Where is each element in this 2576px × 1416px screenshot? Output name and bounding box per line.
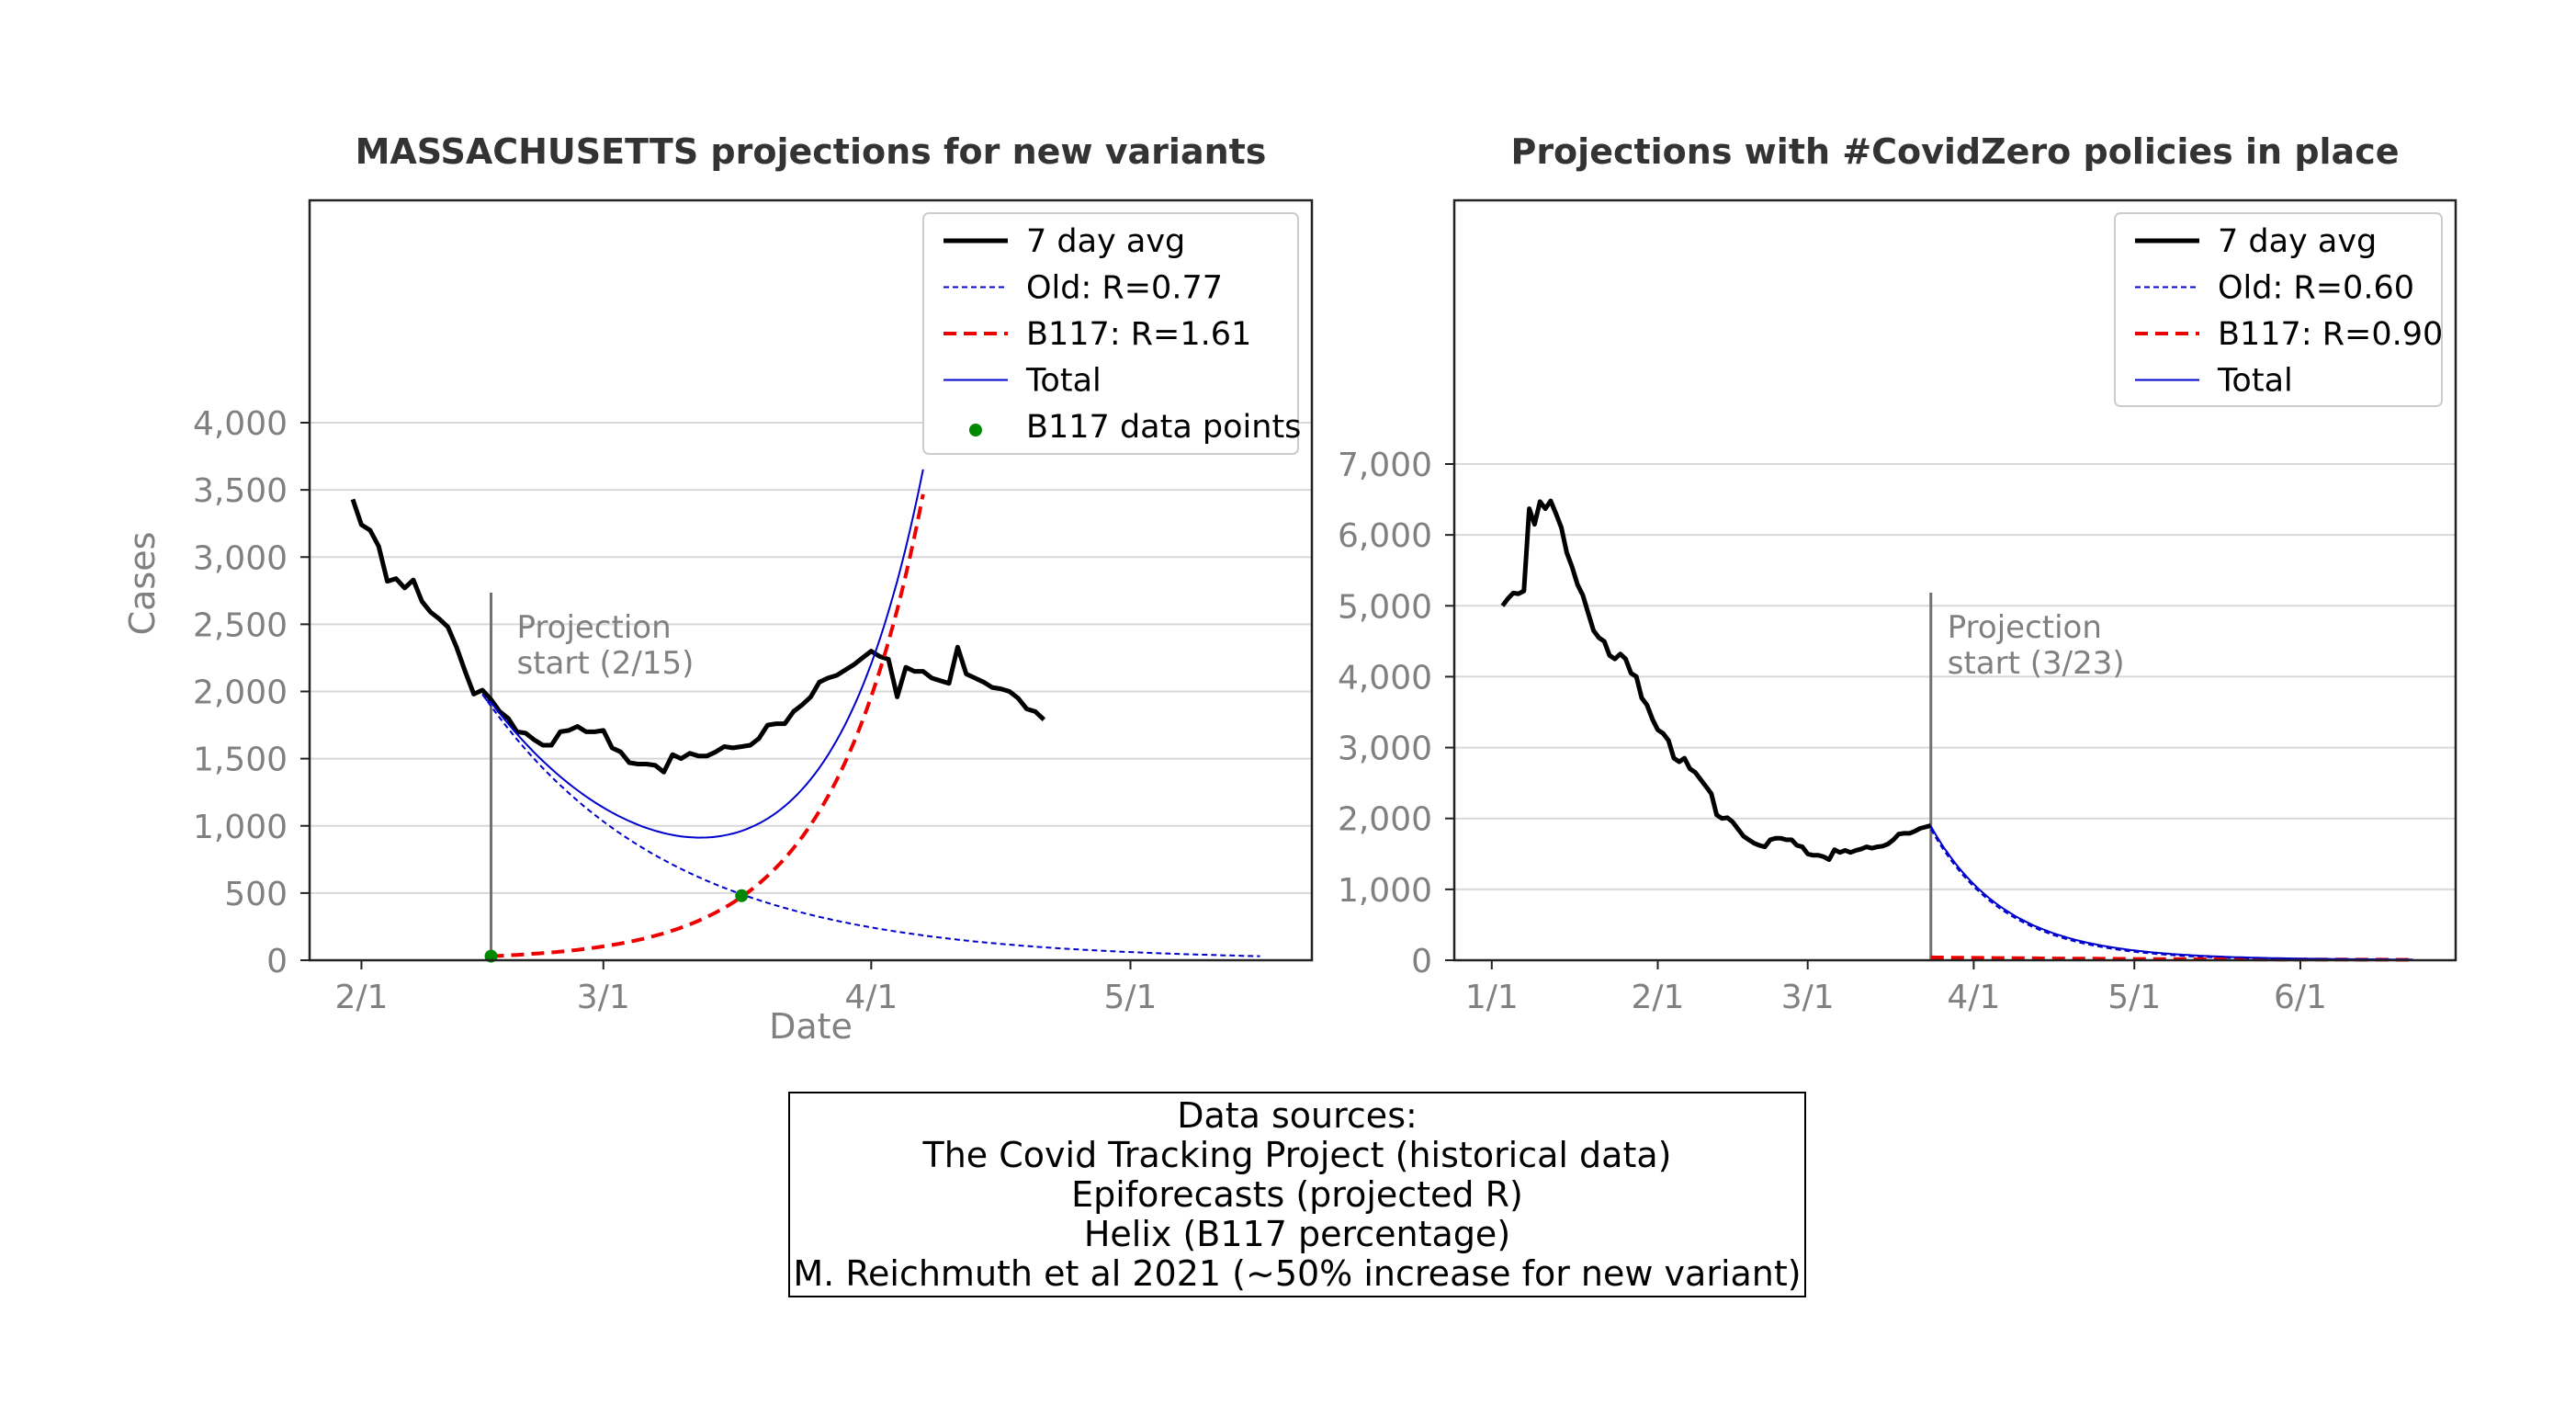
legend-box [2114, 212, 2443, 407]
x-axis-label: Date [769, 1006, 853, 1047]
legend-entry: B117: R=1.61 [1026, 316, 1251, 353]
plot-frame [1452, 198, 2457, 962]
y-tick-label: 2,500 [193, 606, 288, 644]
x-tick-label: 5/1 [2107, 979, 2161, 1016]
legend-entry: Old: R=0.60 [2218, 270, 2414, 307]
y-tick-label: 3,000 [193, 539, 288, 577]
legend-entry: Total [2217, 363, 2293, 400]
y-tick-label: 2,000 [1338, 801, 1432, 839]
x-tick-label: 2/1 [1632, 979, 1685, 1016]
legend-entry: 7 day avg [2218, 223, 2377, 260]
source-helix: Helix (B117 percentage) [1083, 1213, 1511, 1254]
sources-heading: Data sources: [1177, 1094, 1418, 1136]
y-tick-label: 1,000 [193, 809, 288, 846]
legend-entry: B117: R=0.90 [2218, 316, 2443, 353]
projection-start-label: Projection [1948, 609, 2102, 646]
y-tick-label: 3,000 [1338, 731, 1432, 768]
x-tick-label: 6/1 [2274, 979, 2327, 1016]
y-tick-label: 7,000 [1338, 447, 1432, 484]
y-tick-label: 4,000 [1338, 659, 1432, 697]
legend-entry: 7 day avg [1026, 223, 1185, 260]
y-axis-label: Cases [122, 532, 163, 636]
legend: 7 day avg Old: R=0.77 B117: R=1.61 Total B11… [922, 212, 1301, 455]
chart-left-ma-projections: 0 500 1,000 1,500 2,000 2,500 3,000 3,500 4,000 2… [122, 131, 1314, 1047]
series-line-total [1929, 825, 2413, 961]
x-tick-label: 4/1 [1947, 979, 2000, 1016]
y-tick-label: 1,500 [193, 742, 288, 779]
source-covid-tracking: The Covid Tracking Project (historical d… [922, 1134, 1672, 1175]
projection-start-date: start (3/23) [1948, 645, 2125, 682]
y-tick-label: 6,000 [1338, 517, 1432, 555]
legend-entry: B117 data points [1026, 409, 1301, 446]
projection-start-label: Projection [517, 609, 672, 646]
y-tick-label: 0 [1411, 943, 1432, 980]
y-tick-label: 0 [266, 943, 288, 980]
x-tick-label: 3/1 [577, 979, 630, 1016]
legend-marker [969, 424, 982, 436]
x-tick-label: 2/1 [334, 979, 388, 1016]
y-tick-label: 3,500 [193, 472, 288, 510]
y-tick-label: 1,000 [1338, 872, 1432, 910]
series-line-old-r-0-77 [481, 693, 1260, 957]
series-line-total [481, 469, 924, 839]
source-reichmuth: M. Reichmuth et al 2021 (~50% increase f… [793, 1252, 1802, 1294]
plot-frame [308, 198, 1314, 962]
series-line-7-day-avg [350, 498, 1046, 775]
b117-data-point [735, 889, 749, 902]
data-sources-box: Data sources: The Covid Tracking Project… [788, 1092, 1806, 1297]
legend-box [922, 212, 1299, 455]
y-tick-label: 2,000 [193, 674, 288, 712]
chart-right-covidzero-projections: 0 1,000 2,000 3,000 4,000 5,000 6,000 7,000 1/1 2… [1338, 131, 2457, 1016]
series-line-7-day-avg [1500, 498, 1932, 862]
series-line-old-r-0-60 [1929, 828, 2413, 961]
chart-title: Projections with #CovidZero policies in … [1510, 131, 2399, 172]
x-tick-label: 5/1 [1104, 979, 1158, 1016]
chart-title: MASSACHUSETTS projections for new varian… [356, 131, 1267, 172]
x-tick-label: 4/1 [844, 979, 898, 1016]
y-tick-label: 5,000 [1338, 588, 1432, 626]
legend-entry: Old: R=0.77 [1026, 270, 1223, 307]
projection-start-date: start (2/15) [517, 645, 695, 682]
legend-entry: Total [1025, 363, 1102, 400]
series-line-b117-r-1-61 [491, 493, 925, 958]
y-tick-label: 4,000 [193, 405, 288, 443]
legend: 7 day avg Old: R=0.60 B117: R=0.90 Total [2114, 212, 2443, 407]
source-epiforecasts: Epiforecasts (projected R) [1071, 1173, 1523, 1215]
x-tick-label: 1/1 [1465, 979, 1519, 1016]
y-tick-label: 500 [224, 876, 288, 913]
x-tick-label: 3/1 [1781, 979, 1835, 1016]
